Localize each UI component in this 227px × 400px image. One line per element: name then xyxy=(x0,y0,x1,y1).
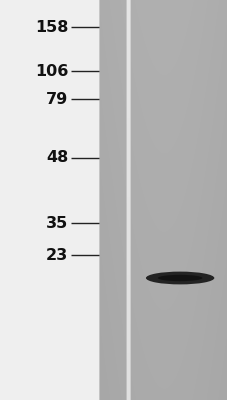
Text: 158: 158 xyxy=(35,20,68,35)
Text: 48: 48 xyxy=(46,150,68,166)
Ellipse shape xyxy=(157,275,202,281)
Text: 35: 35 xyxy=(46,216,68,231)
Text: 79: 79 xyxy=(46,92,68,107)
Text: 23: 23 xyxy=(46,248,68,263)
Text: 106: 106 xyxy=(35,64,68,79)
Ellipse shape xyxy=(145,272,213,284)
